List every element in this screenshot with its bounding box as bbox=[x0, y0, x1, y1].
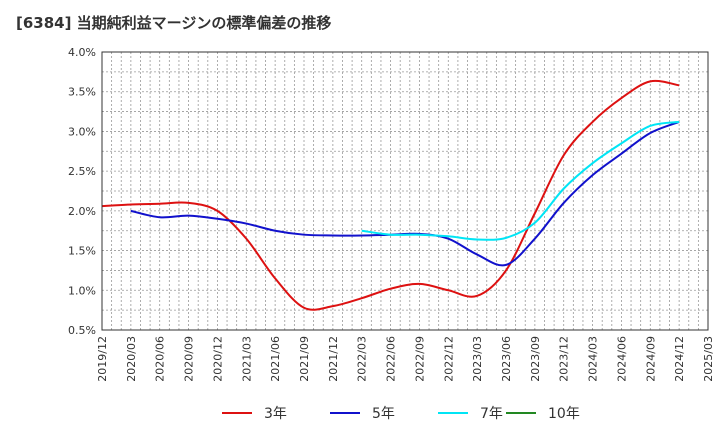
y-tick-label: 2.5% bbox=[68, 165, 96, 178]
y-tick-label: 2.0% bbox=[68, 205, 96, 218]
y-tick-label: 3.0% bbox=[68, 125, 96, 138]
x-tick-label: 2020/09 bbox=[183, 336, 196, 382]
x-tick-label: 2022/09 bbox=[413, 336, 426, 382]
x-tick-label: 2020/12 bbox=[211, 336, 224, 382]
x-tick-labels: 2019/12 2020/03 2020/06 2020/09 2020/12 2021/… bbox=[96, 336, 715, 382]
x-tick-label: 2024/06 bbox=[615, 336, 628, 382]
legend-label: 7年 bbox=[480, 406, 503, 422]
plot-area bbox=[102, 52, 708, 330]
y-tick-label: 3.5% bbox=[68, 86, 96, 99]
legend-label: 5年 bbox=[372, 406, 395, 422]
x-tick-label: 2021/12 bbox=[327, 336, 340, 382]
x-tick-label: 2021/03 bbox=[240, 336, 253, 382]
series-line-2 bbox=[361, 120, 680, 241]
legend: 3年 5年 7年 10年 bbox=[222, 406, 580, 422]
legend-label: 3年 bbox=[264, 406, 287, 422]
x-tick-label: 2020/03 bbox=[125, 336, 138, 382]
x-tick-label: 2023/03 bbox=[471, 336, 484, 382]
series-line-0 bbox=[101, 79, 680, 311]
x-tick-label: 2024/09 bbox=[644, 336, 657, 382]
y-tick-labels: 0.5% 1.0% 1.5% 2.0% 2.5% 3.0% 3.5% 4.0% bbox=[68, 46, 96, 337]
x-tick-label: 2023/09 bbox=[529, 336, 542, 382]
x-tick-label: 2020/06 bbox=[154, 336, 167, 382]
x-tick-label: 2019/12 bbox=[96, 336, 109, 382]
y-tick-label: 4.0% bbox=[68, 46, 96, 59]
x-tick-label: 2023/06 bbox=[500, 336, 513, 382]
x-tick-label: 2021/06 bbox=[269, 336, 282, 382]
x-tick-label: 2025/03 bbox=[702, 336, 715, 382]
x-tick-label: 2024/03 bbox=[587, 336, 600, 382]
x-tick-label: 2021/09 bbox=[298, 336, 311, 382]
y-tick-label: 1.0% bbox=[68, 284, 96, 297]
x-tick-label: 2022/12 bbox=[442, 336, 455, 382]
x-tick-label: 2024/12 bbox=[673, 336, 686, 382]
grid-lines bbox=[102, 52, 708, 330]
chart-title: [6384] 当期純利益マージンの標準偏差の推移 bbox=[16, 14, 332, 32]
y-tick-label: 0.5% bbox=[68, 324, 96, 337]
x-tick-label: 2023/12 bbox=[558, 336, 571, 382]
y-tick-label: 1.5% bbox=[68, 245, 96, 258]
x-tick-label: 2022/06 bbox=[385, 336, 398, 382]
series-lines bbox=[101, 79, 680, 311]
legend-label: 10年 bbox=[548, 406, 580, 422]
x-tick-label: 2022/03 bbox=[356, 336, 369, 382]
plot-frame bbox=[101, 51, 709, 331]
